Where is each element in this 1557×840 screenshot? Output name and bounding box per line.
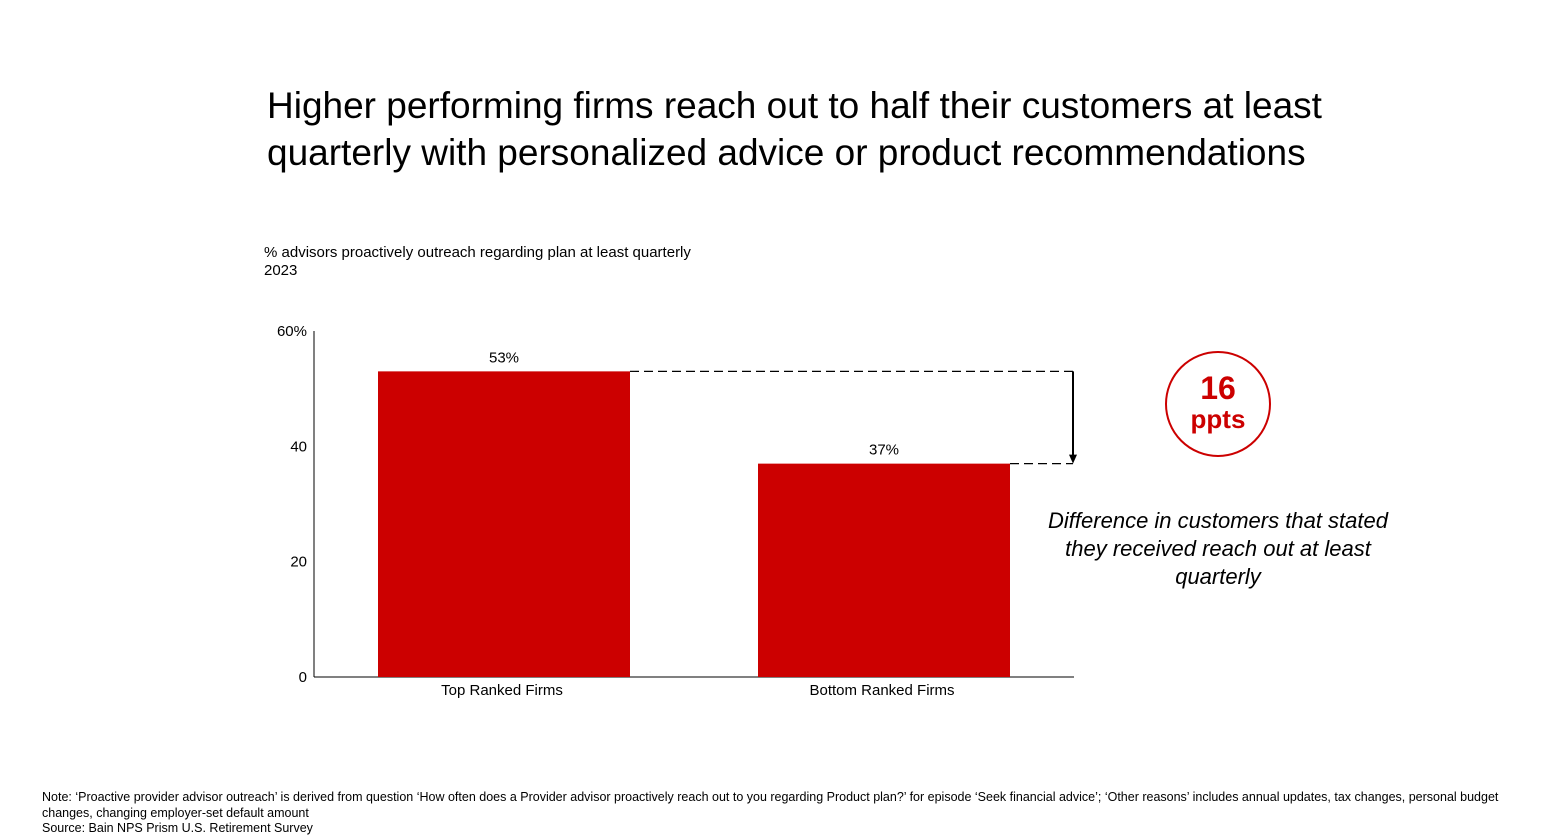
chart-subtitle: % advisors proactively outreach regardin…: [264, 244, 691, 280]
bar: [378, 371, 630, 677]
x-tick-label: Bottom Ranked Firms: [809, 682, 954, 699]
page-title: Higher performing firms reach out to hal…: [267, 85, 1322, 173]
data-label: 37%: [869, 442, 899, 459]
footnote: Note: ‘Proactive provider advisor outrea…: [42, 790, 1522, 837]
data-label: 53%: [489, 349, 519, 366]
arrow-head-icon: [1069, 454, 1077, 464]
y-tick-label: 60%: [277, 323, 307, 340]
y-tick-label: 0: [299, 669, 307, 686]
y-tick-label: 20: [290, 554, 307, 571]
footnote-source: Source: Bain NPS Prism U.S. Retirement S…: [42, 821, 313, 835]
difference-badge: 16 ppts: [1165, 351, 1271, 457]
y-tick-label: 40: [290, 438, 307, 455]
chart-subtitle-metric: % advisors proactively outreach regardin…: [264, 244, 691, 261]
difference-unit: ppts: [1190, 404, 1246, 434]
footnote-note: Note: ‘Proactive provider advisor outrea…: [42, 790, 1499, 820]
chart-subtitle-year: 2023: [264, 262, 298, 279]
x-tick-label: Top Ranked Firms: [441, 682, 563, 699]
bar: [758, 463, 1010, 677]
difference-value: 16: [1200, 370, 1236, 406]
difference-description: Difference in customers that stated they…: [1048, 508, 1388, 589]
